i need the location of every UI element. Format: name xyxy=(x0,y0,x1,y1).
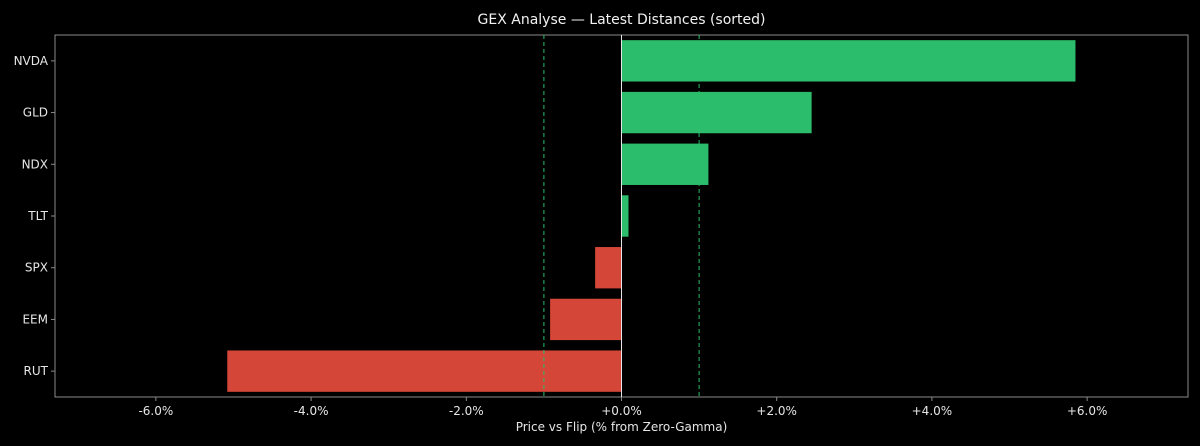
chart-title: GEX Analyse — Latest Distances (sorted) xyxy=(478,12,766,28)
y-tick-label: SPX xyxy=(25,261,48,275)
bars-group xyxy=(227,40,1076,392)
plot-area xyxy=(54,34,1189,398)
x-axis-label: Price vs Flip (% from Zero-Gamma) xyxy=(516,420,728,434)
x-axis: -6.0% -4.0% -2.0% +0.0% +2.0% +4.0% +6.0% xyxy=(138,397,1107,418)
y-tick-label: GLD xyxy=(23,106,48,120)
x-tick-label: +0.0% xyxy=(601,404,642,418)
y-tick-label: NDX xyxy=(22,157,48,171)
y-axis: NVDA GLD NDX TLT SPX EEM RUT xyxy=(14,54,55,378)
x-tick-label: +6.0% xyxy=(1067,404,1108,418)
x-tick-label: +2.0% xyxy=(756,404,797,418)
x-tick-label: +4.0% xyxy=(912,404,953,418)
y-tick-label: NVDA xyxy=(14,54,49,68)
y-tick-label: RUT xyxy=(24,364,49,378)
x-tick-label: -6.0% xyxy=(138,404,173,418)
y-tick-label: TLT xyxy=(27,209,48,223)
bar-eem xyxy=(550,298,622,341)
bar-spx xyxy=(595,247,622,289)
bar-nvda xyxy=(621,40,1076,82)
x-tick-label: -4.0% xyxy=(294,404,329,418)
bar-gld xyxy=(621,91,812,134)
bar-ndx xyxy=(621,143,709,185)
bar-rut xyxy=(227,350,622,392)
reference-lines xyxy=(543,35,700,397)
bar-tlt xyxy=(621,195,629,237)
y-tick-label: EEM xyxy=(22,312,48,326)
x-tick-label: -2.0% xyxy=(449,404,484,418)
